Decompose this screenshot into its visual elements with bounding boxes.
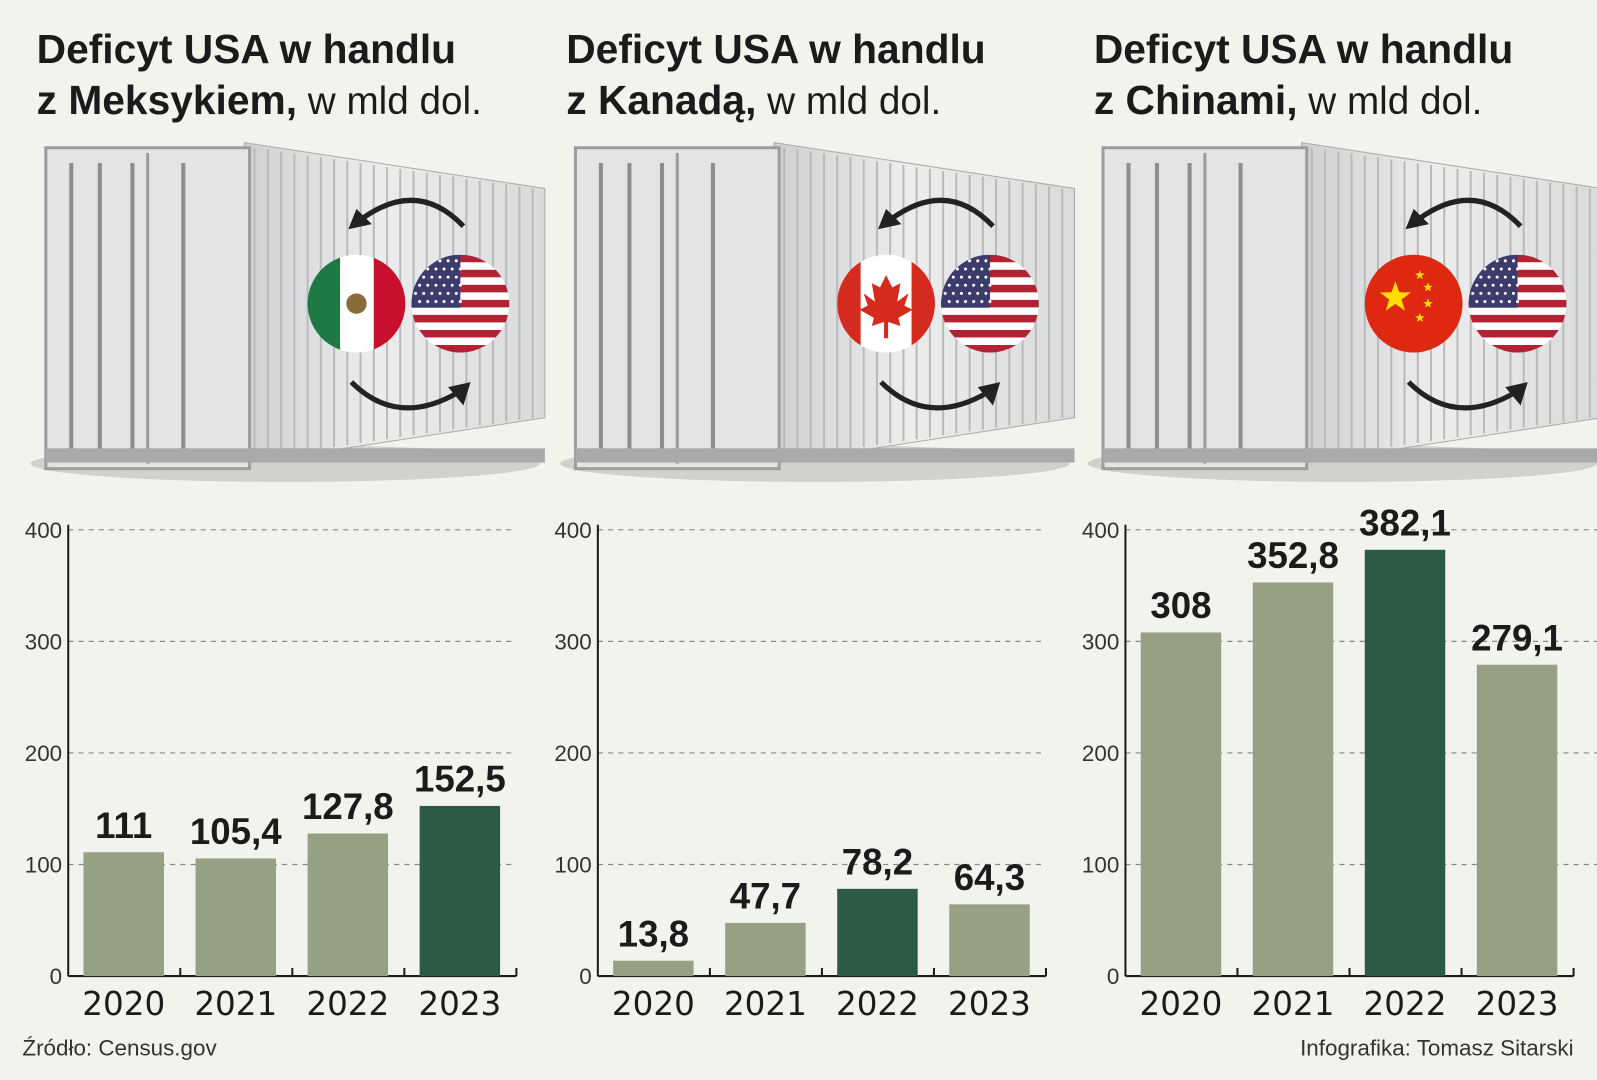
chart-title-line2: z Chinami, w mld dol. xyxy=(1094,77,1483,123)
bar-value-label: 78,2 xyxy=(842,842,913,883)
y-tick-label: 0 xyxy=(50,964,62,989)
chart-title-line2: z Kanadą, w mld dol. xyxy=(566,77,941,123)
x-tick-label: 2020 xyxy=(1139,985,1222,1023)
bar-2023 xyxy=(419,805,501,977)
chart-title-unit: w mld dol. xyxy=(1298,80,1483,123)
usa-flag-icon xyxy=(1468,254,1567,353)
chart-title-line2: z Meksykiem, w mld dol. xyxy=(37,77,482,123)
chart-panel-2: Deficyt USA w handlu z Chinami, w mld dol… xyxy=(1082,26,1597,1023)
bar-2020 xyxy=(1140,632,1222,977)
bar-2021 xyxy=(195,858,277,977)
bar-2020 xyxy=(83,852,164,977)
bar-value-label: 308 xyxy=(1150,585,1211,626)
arrow-icon xyxy=(889,197,995,228)
x-tick-label: 2022 xyxy=(306,985,389,1023)
bar-value-label: 279,1 xyxy=(1471,617,1563,658)
x-tick-label: 2021 xyxy=(724,985,807,1023)
y-tick-label: 100 xyxy=(1082,853,1119,878)
arrow-icon xyxy=(879,380,990,411)
x-tick-label: 2021 xyxy=(194,985,277,1023)
y-tick-label: 300 xyxy=(25,630,62,655)
bar-2020 xyxy=(613,960,694,977)
y-tick-label: 0 xyxy=(579,964,591,989)
bar-value-label: 152,5 xyxy=(414,759,506,800)
source-note: Źródło: Census.gov xyxy=(22,1036,217,1061)
bar-value-label: 64,3 xyxy=(954,857,1025,898)
y-tick-label: 0 xyxy=(1107,964,1119,989)
arrow-icon xyxy=(349,380,460,411)
y-tick-label: 200 xyxy=(1082,741,1119,766)
bar-value-label: 111 xyxy=(95,805,152,846)
chart-title-country: z Kanadą, xyxy=(566,77,756,123)
bar-value-label: 352,8 xyxy=(1247,535,1339,576)
usa-flag-icon xyxy=(941,254,1039,353)
chart-title-country: z Meksykiem, xyxy=(37,77,297,123)
chart-panel-0: Deficyt USA w handlu z Meksykiem, w mld d… xyxy=(25,26,546,1023)
bar-2022 xyxy=(307,833,389,977)
x-tick-label: 2023 xyxy=(948,985,1031,1023)
y-tick-label: 100 xyxy=(554,853,591,878)
credit-note: Infografika: Tomasz Sitarski xyxy=(1300,1036,1573,1061)
bar-value-label: 47,7 xyxy=(730,876,801,917)
bar-value-label: 105,4 xyxy=(190,811,282,852)
bar-value-label: 13,8 xyxy=(618,913,689,954)
chart-title-line1: Deficyt USA w handlu xyxy=(566,26,985,72)
china-flag-icon xyxy=(1364,254,1463,353)
y-tick-label: 400 xyxy=(25,518,62,543)
arrow-icon xyxy=(1417,197,1523,228)
x-tick-label: 2022 xyxy=(836,985,919,1023)
chart-title-unit: w mld dol. xyxy=(756,80,941,123)
chart-title-line1: Deficyt USA w handlu xyxy=(1094,26,1513,72)
x-tick-label: 2020 xyxy=(612,985,695,1023)
x-tick-label: 2023 xyxy=(1476,985,1559,1023)
chart-title-line1: Deficyt USA w handlu xyxy=(37,26,456,72)
bar-value-label: 382,1 xyxy=(1359,503,1451,544)
bar-value-label: 127,8 xyxy=(302,786,394,827)
chart-panel-1: Deficyt USA w handlu z Kanadą, w mld dol.… xyxy=(554,26,1076,1023)
bar-2023 xyxy=(949,904,1030,977)
shipping-container-illustration xyxy=(1087,142,1597,482)
bar-2022 xyxy=(1364,549,1446,977)
y-tick-label: 400 xyxy=(1082,518,1119,543)
bar-2023 xyxy=(1476,664,1558,977)
y-tick-label: 400 xyxy=(554,518,591,543)
x-tick-label: 2020 xyxy=(82,985,165,1023)
x-tick-label: 2021 xyxy=(1252,985,1335,1023)
mexico-flag-icon xyxy=(307,254,406,353)
shipping-container-illustration xyxy=(560,142,1076,482)
shipping-container-illustration xyxy=(30,142,546,482)
y-tick-label: 200 xyxy=(25,741,62,766)
chart-title-country: z Chinami, xyxy=(1094,77,1298,123)
chart-title-unit: w mld dol. xyxy=(297,80,482,123)
y-tick-label: 300 xyxy=(1082,630,1119,655)
y-tick-label: 200 xyxy=(554,741,591,766)
usa-flag-icon xyxy=(411,254,510,353)
y-tick-label: 300 xyxy=(554,630,591,655)
bar-2021 xyxy=(1252,582,1334,977)
bar-2021 xyxy=(725,922,806,977)
x-tick-label: 2023 xyxy=(418,985,501,1023)
x-tick-label: 2022 xyxy=(1364,985,1447,1023)
bar-2022 xyxy=(837,888,918,977)
arrow-icon xyxy=(1406,380,1517,411)
arrow-icon xyxy=(360,197,466,228)
y-tick-label: 100 xyxy=(25,853,62,878)
